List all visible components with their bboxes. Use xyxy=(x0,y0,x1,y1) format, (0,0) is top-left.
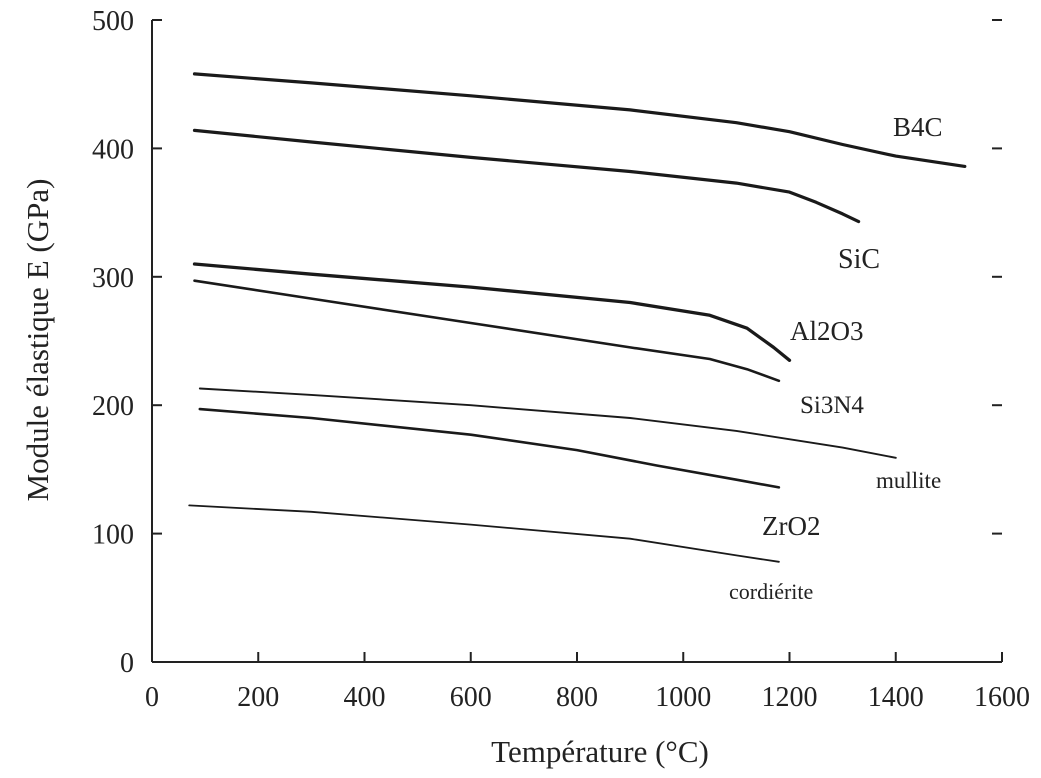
x-tick-label: 1000 xyxy=(655,682,711,713)
series-lines xyxy=(188,72,967,563)
x-tick-label: 800 xyxy=(556,682,598,713)
x-tick-label: 1400 xyxy=(868,682,924,713)
y-tick-label: 400 xyxy=(92,134,134,165)
series-label-al2o3: Al2O3 xyxy=(790,316,864,346)
ticks: 0 200 400 600 800 1000 1200 1400 1600 0 100 200 300 4… xyxy=(92,6,1030,713)
y-axis-title: Module élastique E (GPa) xyxy=(20,179,55,502)
x-tick-label: 1200 xyxy=(762,682,818,713)
series-line-zro2 xyxy=(198,407,781,489)
series-label-cordiérite: cordiérite xyxy=(729,579,813,604)
series-line-si3n4 xyxy=(193,279,781,383)
series-label-mullite: mullite xyxy=(876,468,941,493)
y-tick-label: 100 xyxy=(92,520,134,551)
x-axis-title: Température (°C) xyxy=(491,734,709,769)
x-tick-label: 1600 xyxy=(974,682,1030,713)
series-line-al2o3 xyxy=(192,262,792,362)
series-label-sic: SiC xyxy=(838,244,880,275)
y-tick-label: 200 xyxy=(92,391,134,422)
y-tick-label: 300 xyxy=(92,263,134,294)
x-tick-label: 600 xyxy=(450,682,492,713)
x-tick-label: 400 xyxy=(344,682,386,713)
y-tick-label: 0 xyxy=(120,648,134,679)
series-line-mullite xyxy=(198,387,897,459)
series-label-b4c: B4C xyxy=(893,112,943,142)
series-labels: B4C SiC Al2O3 Si3N4 mullite ZrO2 cordiérite xyxy=(729,112,943,604)
series-label-si3n4: Si3N4 xyxy=(800,392,864,419)
series-line-sic xyxy=(192,128,861,224)
series-label-zro2: ZrO2 xyxy=(762,511,820,541)
series-line-cordiérite xyxy=(188,504,780,563)
x-tick-label: 0 xyxy=(145,682,159,713)
series-line-b4c xyxy=(192,72,967,168)
axes xyxy=(151,20,1002,663)
x-tick-label: 200 xyxy=(237,682,279,713)
y-tick-label: 500 xyxy=(92,6,134,37)
